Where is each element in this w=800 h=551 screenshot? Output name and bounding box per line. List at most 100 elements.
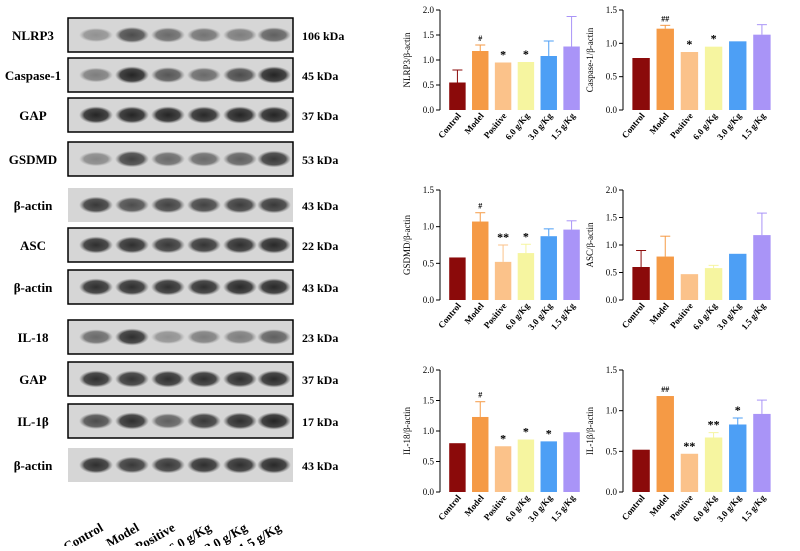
y-tick-label: 2.0 [606, 185, 618, 195]
bar-control [449, 257, 466, 300]
bar-positive [680, 274, 699, 300]
x-tick-label: Model [647, 492, 671, 518]
blot-band [187, 278, 221, 296]
blot-band [79, 412, 113, 430]
bar-6-0-g-kg [704, 437, 723, 492]
x-tick-label: Control [620, 300, 647, 330]
blot-band [223, 27, 257, 43]
blot-band [257, 106, 291, 124]
blot-kda-label: 17 kDa [302, 415, 338, 429]
bar-charts-panel: 0.0 0.5 1.0 1.5 2.0 NLRP3/β-actin Control # Mode… [370, 0, 800, 546]
x-tick-label: Control [620, 110, 647, 140]
blot-band [187, 67, 221, 83]
blot-row-8: IL-18 23 kDa [17, 319, 338, 355]
y-tick-label: 2.0 [423, 5, 435, 15]
bar-control [449, 82, 466, 110]
y-tick-label: 0.5 [423, 457, 435, 467]
bar-3-0-g-kg [540, 236, 557, 300]
x-tick-label: 6.0 g/Kg [691, 300, 720, 331]
blot-band [115, 26, 149, 44]
blot-row-10: IL-1β 17 kDa [17, 403, 338, 439]
blot-row-6: ASC 22 kDa [20, 227, 338, 263]
blot-band [151, 27, 185, 43]
blot-band [257, 150, 291, 168]
bar-model [656, 256, 674, 300]
blot-band [223, 151, 257, 167]
blot-kda-label: 23 kDa [302, 331, 338, 345]
significance-mark: * [523, 425, 529, 439]
chart-1: 0.00.51.01.52.0NLRP3/β-actinControl#Mode… [402, 5, 580, 142]
significance-mark: * [523, 229, 529, 243]
bar-positive [494, 446, 512, 492]
chart-5: 0.00.51.01.52.0IL-18/β-actinControl#Mode… [402, 365, 580, 524]
blot-band [115, 370, 149, 388]
blot-protein-label: β-actin [14, 458, 53, 473]
blot-band [223, 370, 257, 388]
blot-band [187, 236, 221, 254]
blot-band [151, 370, 185, 388]
bar-1-5-g-kg [563, 229, 580, 300]
blot-band [151, 456, 185, 474]
bar-positive [680, 52, 699, 110]
x-tick-label: 3.0 g/Kg [715, 110, 744, 141]
bar-3-0-g-kg [540, 441, 557, 492]
significance-mark: # [478, 34, 482, 43]
blot-band [115, 456, 149, 474]
y-tick-label: 1.5 [423, 185, 435, 195]
blot-band [223, 66, 257, 84]
y-tick-label: 1.0 [423, 222, 435, 232]
blot-band [79, 151, 113, 167]
x-tick-label: 3.0 g/Kg [715, 492, 744, 523]
significance-mark: ** [708, 418, 720, 432]
blot-band [115, 106, 149, 124]
bar-6-0-g-kg [517, 253, 535, 300]
western-blot-panel: NLRP3 106 kDa Caspase-1 45 kDa GAP 37 kDa GSDM… [0, 0, 370, 551]
significance-mark: ## [661, 385, 669, 394]
bar-3-0-g-kg [729, 424, 747, 492]
blot-kda-label: 45 kDa [302, 69, 338, 83]
significance-mark: * [523, 47, 529, 61]
blot-band [79, 67, 113, 83]
y-tick-label: 1.5 [423, 30, 435, 40]
y-tick-label: 0.0 [606, 105, 618, 115]
y-axis-label: IL-1β/β-actin [585, 406, 595, 455]
blot-kda-label: 43 kDa [302, 199, 338, 213]
bar-3-0-g-kg [729, 41, 747, 111]
blot-kda-label: 53 kDa [302, 153, 338, 167]
bar-positive [494, 261, 512, 300]
y-axis-label: NLRP3/β-actin [402, 32, 412, 88]
bar-1-5-g-kg [563, 432, 580, 492]
y-tick-label: 1.0 [606, 38, 618, 48]
significance-mark: ** [497, 230, 509, 244]
blot-band [223, 278, 257, 296]
x-tick-label: 1.5 g/Kg [549, 492, 578, 523]
blot-protein-label: IL-1β [17, 414, 49, 429]
blot-band [257, 196, 291, 214]
y-tick-label: 1.0 [606, 240, 618, 250]
blot-row-1: NLRP3 106 kDa [12, 17, 344, 53]
bar-1-5-g-kg [753, 34, 771, 110]
y-tick-label: 0.5 [423, 258, 435, 268]
blot-band [115, 66, 149, 84]
blot-band [223, 412, 257, 430]
blot-band [223, 196, 257, 214]
x-tick-label: 1.5 g/Kg [549, 110, 578, 141]
bar-6-0-g-kg [704, 46, 723, 110]
bar-1-5-g-kg [753, 413, 771, 492]
blot-band [115, 278, 149, 296]
blot-band [151, 151, 185, 167]
blot-band [223, 456, 257, 474]
blot-row-11: β-actin 43 kDa [14, 448, 338, 482]
x-tick-label: 6.0 g/Kg [691, 492, 720, 523]
blot-band [257, 329, 291, 345]
blot-band [151, 196, 185, 214]
blot-band [79, 27, 113, 43]
x-tick-label: 1.5 g/Kg [739, 492, 768, 523]
blot-band [115, 236, 149, 254]
y-tick-label: 0.0 [606, 295, 618, 305]
y-tick-label: 0.5 [606, 446, 618, 456]
blot-band [79, 456, 113, 474]
significance-mark: # [478, 391, 482, 400]
blot-band [79, 278, 113, 296]
